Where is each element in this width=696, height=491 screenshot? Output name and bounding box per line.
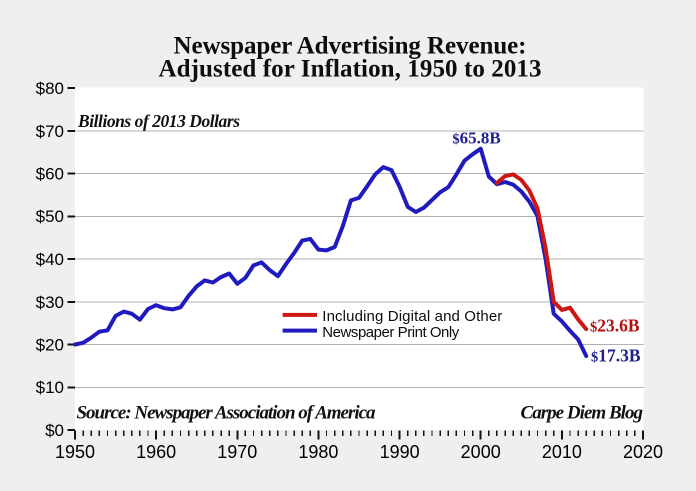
svg-text:$50: $50 (36, 207, 64, 226)
svg-text:Newspaper Print Only: Newspaper Print Only (322, 324, 460, 341)
svg-text:$80: $80 (36, 79, 64, 98)
svg-text:$70: $70 (36, 122, 64, 141)
svg-text:$23.6B: $23.6B (590, 316, 640, 336)
svg-text:$20: $20 (36, 336, 64, 355)
svg-text:2020: 2020 (623, 442, 663, 462)
svg-text:1960: 1960 (136, 442, 176, 462)
svg-text:$40: $40 (36, 250, 64, 269)
svg-text:1980: 1980 (298, 442, 338, 462)
svg-text:1950: 1950 (55, 442, 95, 462)
svg-text:Carpe Diem Blog: Carpe Diem Blog (521, 403, 644, 424)
svg-text:$17.3B: $17.3B (591, 346, 641, 366)
svg-text:$60: $60 (36, 165, 64, 184)
svg-text:Newspaper Advertising Revenue:: Newspaper Advertising Revenue: (174, 33, 527, 60)
svg-text:Adjusted for Inflation, 1950 t: Adjusted for Inflation, 1950 to 2013 (159, 56, 542, 83)
svg-text:$65.8B: $65.8B (452, 129, 500, 148)
svg-text:2000: 2000 (461, 442, 501, 462)
svg-text:$0: $0 (45, 421, 64, 440)
svg-text:1990: 1990 (380, 442, 420, 462)
svg-text:Billions of 2013 Dollars: Billions of 2013 Dollars (77, 111, 240, 131)
svg-text:1970: 1970 (217, 442, 257, 462)
svg-text:$10: $10 (36, 378, 64, 397)
svg-text:Including Digital and Other: Including Digital and Other (322, 308, 502, 325)
svg-text:2010: 2010 (542, 442, 582, 462)
svg-text:Source: Newspaper Association: Source: Newspaper Association of America (77, 403, 377, 424)
svg-text:$30: $30 (36, 293, 64, 312)
